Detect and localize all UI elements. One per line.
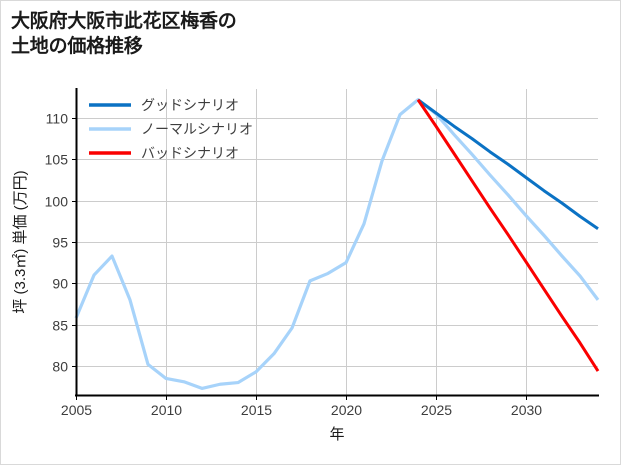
legend-label-good: グッドシナリオ bbox=[141, 97, 239, 113]
y-tick-label: 100 bbox=[45, 194, 69, 210]
series-line-normal bbox=[74, 98, 600, 390]
x-tick-label: 2015 bbox=[241, 402, 272, 418]
y-tick-label: 95 bbox=[52, 235, 68, 251]
page-title: 大阪府大阪市此花区梅香の 土地の価格推移 bbox=[11, 11, 237, 58]
y-tick-label: 90 bbox=[52, 276, 68, 292]
axis-title-group: 年 坪 (3.3㎡) 単価 (万円) bbox=[12, 170, 345, 443]
series-line-good bbox=[417, 98, 599, 231]
x-tick-label: 2010 bbox=[151, 402, 182, 418]
x-axis-title: 年 bbox=[329, 426, 344, 443]
y-tick-label: 105 bbox=[45, 152, 69, 168]
x-tick-label: 2020 bbox=[331, 402, 362, 418]
legend-label-bad: バッドシナリオ bbox=[141, 145, 239, 161]
legend-label-normal: ノーマルシナリオ bbox=[141, 121, 253, 137]
y-tick-label: 80 bbox=[52, 359, 68, 375]
x-tick-label: 2005 bbox=[61, 402, 92, 418]
x-tick-label: 2030 bbox=[511, 402, 542, 418]
series-line-bad bbox=[416, 98, 600, 372]
y-tick-label: 110 bbox=[46, 111, 69, 127]
axes-group bbox=[72, 88, 599, 400]
series-group bbox=[74, 98, 600, 390]
y-tick-label: 85 bbox=[52, 318, 68, 334]
y-axis-title: 坪 (3.3㎡) 単価 (万円) bbox=[12, 170, 29, 313]
tick-label-group: 80 85 90 95 100 105 110 2005 2010 2015 2020 2025 203… bbox=[45, 111, 543, 419]
x-tick-label: 2025 bbox=[421, 402, 452, 418]
